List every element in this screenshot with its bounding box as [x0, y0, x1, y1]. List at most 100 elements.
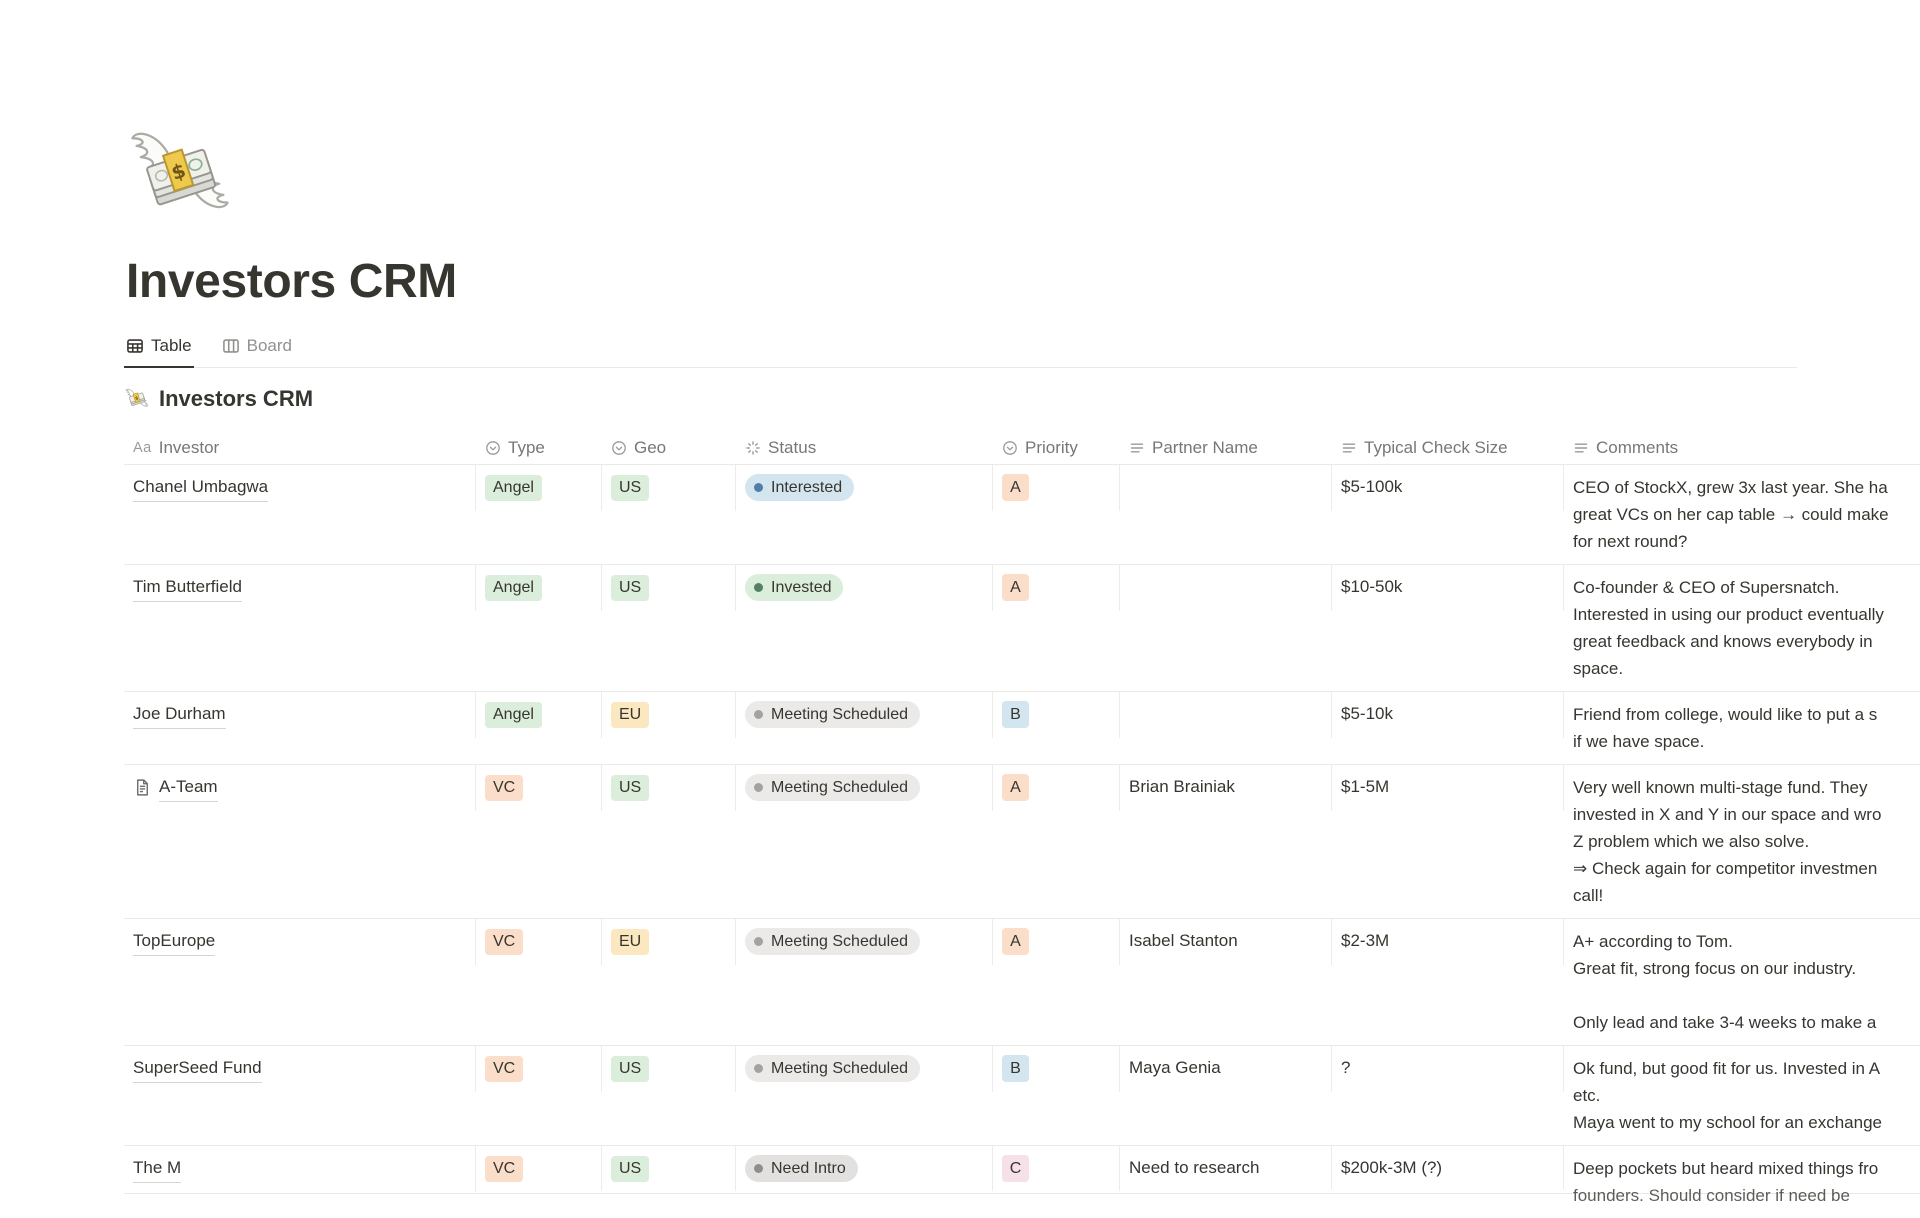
cell-partner-name[interactable]: Maya Genia: [1120, 1046, 1332, 1092]
column-label: Investor: [158, 438, 220, 457]
cell-priority[interactable]: A: [993, 565, 1120, 611]
cell-investor[interactable]: A-Team: [124, 765, 476, 811]
investor-name-link[interactable]: SuperSeed Fund: [133, 1055, 262, 1083]
cell-check-size[interactable]: $5-10k: [1332, 692, 1564, 738]
cell-type[interactable]: Angel: [476, 565, 602, 611]
cell-geo[interactable]: US: [602, 1146, 736, 1191]
cell-check-size[interactable]: $10-50k: [1332, 565, 1564, 611]
column-header-type[interactable]: Type: [476, 438, 602, 458]
cell-check-size[interactable]: $1-5M: [1332, 765, 1564, 811]
column-header-investor[interactable]: Aa Investor: [124, 438, 476, 458]
cell-partner-name[interactable]: Isabel Stanton: [1120, 919, 1332, 965]
cell-investor[interactable]: TopEurope: [124, 919, 476, 965]
cell-comments[interactable]: Co-founder & CEO of Supersnatch. Interest…: [1564, 565, 1920, 691]
cell-geo[interactable]: US: [602, 765, 736, 811]
cell-partner-name[interactable]: [1120, 692, 1332, 738]
tab-table[interactable]: Table: [124, 334, 194, 368]
cell-check-size[interactable]: $200k-3M (?): [1332, 1146, 1564, 1189]
comment-line: if we have space.: [1573, 732, 1705, 751]
cell-geo[interactable]: EU: [602, 692, 736, 738]
cell-comments[interactable]: A+ according to Tom. Great fit, strong fo…: [1564, 919, 1920, 1045]
investor-cell-content: SuperSeed Fund: [133, 1055, 466, 1083]
column-header-priority[interactable]: Priority: [993, 438, 1120, 458]
cell-priority[interactable]: A: [993, 465, 1120, 511]
page-title[interactable]: Investors CRM: [126, 255, 457, 308]
cell-investor[interactable]: Chanel Umbagwa: [124, 465, 476, 511]
cell-comments[interactable]: Very well known multi-stage fund. They in…: [1564, 765, 1920, 918]
cell-partner-name[interactable]: [1120, 565, 1332, 611]
comment-line: A+ according to Tom.: [1573, 932, 1733, 951]
cell-partner-name[interactable]: Need to research: [1120, 1146, 1332, 1189]
type-tag: Angel: [485, 702, 542, 728]
cell-investor[interactable]: SuperSeed Fund: [124, 1046, 476, 1092]
money-with-wings-icon: $: [125, 388, 149, 407]
cell-partner-name[interactable]: Brian Brainiak: [1120, 765, 1332, 811]
cell-check-size[interactable]: ?: [1332, 1046, 1564, 1092]
investor-name-link[interactable]: Tim Butterfield: [133, 574, 242, 602]
cell-status[interactable]: Meeting Scheduled: [736, 1046, 993, 1092]
status-pill: Interested: [745, 474, 855, 501]
cell-comments[interactable]: Ok fund, but good fit for us. Invested i…: [1564, 1046, 1920, 1145]
cell-status[interactable]: Invested: [736, 565, 993, 611]
comment-line: ⇒ Check again for competitor investmen: [1573, 859, 1878, 878]
column-header-comments[interactable]: Comments: [1564, 438, 1920, 458]
cell-priority[interactable]: A: [993, 919, 1120, 965]
comment-line: Co-founder & CEO of Supersnatch.: [1573, 578, 1840, 597]
investor-name-link[interactable]: A-Team: [159, 774, 218, 802]
cell-priority[interactable]: B: [993, 1046, 1120, 1092]
cell-investor[interactable]: Tim Butterfield: [124, 565, 476, 611]
cell-type[interactable]: Angel: [476, 465, 602, 511]
comment-line: invested in X and Y in our space and wro: [1573, 805, 1882, 824]
column-header-geo[interactable]: Geo: [602, 438, 736, 458]
investor-name-link[interactable]: Joe Durham: [133, 701, 226, 729]
cell-investor[interactable]: The M: [124, 1146, 476, 1192]
column-header-status[interactable]: Status: [736, 438, 993, 458]
status-dot-icon: [754, 1064, 763, 1073]
cell-geo[interactable]: US: [602, 1046, 736, 1092]
investor-cell-content: A-Team: [133, 774, 466, 802]
cell-type[interactable]: VC: [476, 1046, 602, 1092]
database-title[interactable]: Investors CRM: [159, 386, 314, 411]
cell-comments[interactable]: Friend from college, would like to put a…: [1564, 692, 1920, 764]
cell-check-size[interactable]: $2-3M: [1332, 919, 1564, 965]
investor-name-link[interactable]: Chanel Umbagwa: [133, 474, 269, 502]
cell-status[interactable]: Meeting Scheduled: [736, 919, 993, 965]
money-with-wings-icon[interactable]: $: [124, 120, 236, 232]
comment-line: CEO of StockX, grew 3x last year. She ha: [1573, 478, 1888, 497]
column-label: Partner Name: [1152, 438, 1258, 457]
table-header-row: Aa Investor Type Geo Status: [124, 432, 1920, 465]
column-header-partner-name[interactable]: Partner Name: [1120, 438, 1332, 458]
cell-priority[interactable]: B: [993, 692, 1120, 738]
cell-type[interactable]: Angel: [476, 692, 602, 738]
tab-board[interactable]: Board: [220, 334, 294, 368]
cell-type[interactable]: VC: [476, 919, 602, 965]
investor-name-link[interactable]: TopEurope: [133, 928, 216, 956]
cell-status[interactable]: Meeting Scheduled: [736, 692, 993, 738]
cell-status[interactable]: Interested: [736, 465, 993, 511]
status-label: Meeting Scheduled: [771, 933, 908, 950]
cell-status[interactable]: Need Intro: [736, 1146, 993, 1191]
cell-type[interactable]: VC: [476, 1146, 602, 1191]
check-size-text: $5-100k: [1341, 477, 1403, 496]
cell-comments[interactable]: CEO of StockX, grew 3x last year. She ha…: [1564, 465, 1920, 564]
cell-partner-name[interactable]: [1120, 465, 1332, 511]
check-size-text: $10-50k: [1341, 577, 1403, 596]
geo-tag: EU: [611, 929, 650, 955]
cell-check-size[interactable]: $5-100k: [1332, 465, 1564, 511]
investor-name-link[interactable]: The M: [133, 1155, 182, 1183]
cell-geo[interactable]: US: [602, 565, 736, 611]
table-row: The M VC US Need Intro C Need to research $200…: [124, 1146, 1920, 1205]
cell-priority[interactable]: C: [993, 1146, 1120, 1191]
table-row: Chanel Umbagwa Angel US Interested A $5-100k C…: [124, 465, 1920, 565]
status-pill: Meeting Scheduled: [745, 701, 920, 728]
investor-cell-content: Chanel Umbagwa: [133, 474, 466, 502]
cell-geo[interactable]: EU: [602, 919, 736, 965]
column-header-check-size[interactable]: Typical Check Size: [1332, 438, 1564, 458]
cell-type[interactable]: VC: [476, 765, 602, 811]
cell-investor[interactable]: Joe Durham: [124, 692, 476, 738]
cell-geo[interactable]: US: [602, 465, 736, 511]
comment-line: space.: [1573, 659, 1624, 678]
cell-comments[interactable]: Deep pockets but heard mixed things fro f…: [1564, 1146, 1920, 1218]
cell-priority[interactable]: A: [993, 765, 1120, 811]
cell-status[interactable]: Meeting Scheduled: [736, 765, 993, 811]
